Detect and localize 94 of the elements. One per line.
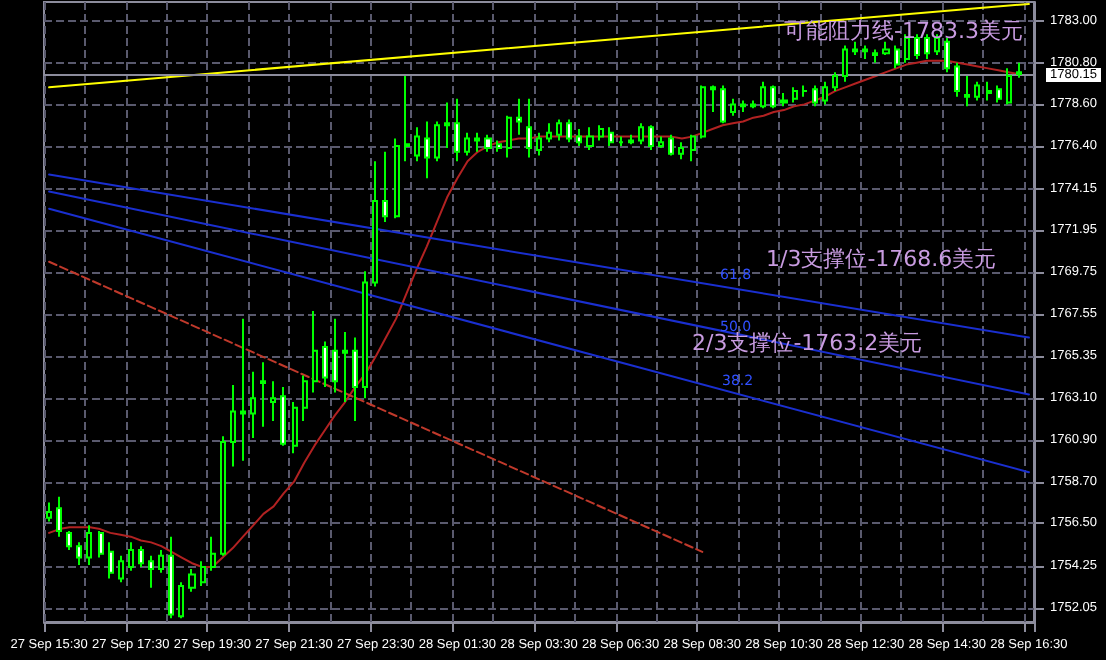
candlestick (434, 120, 440, 163)
candlestick (474, 131, 480, 153)
candlestick (516, 97, 522, 136)
candlestick (352, 336, 358, 423)
candlestick (658, 135, 664, 149)
candlestick (944, 37, 950, 74)
candlestick (464, 131, 470, 157)
line-series (48, 59, 1020, 569)
candlestick (158, 548, 164, 574)
candlestick (730, 97, 736, 117)
candlestick (496, 139, 502, 153)
candlestick (678, 141, 684, 161)
candlestick (690, 133, 696, 163)
candlestick (648, 124, 654, 151)
candlestick (394, 137, 400, 220)
candlestick (598, 124, 604, 142)
candlestick (882, 40, 890, 57)
candlestick (536, 131, 542, 157)
candlestick (484, 133, 492, 153)
candlestick (556, 118, 562, 142)
candlestick (546, 122, 552, 144)
candlestick (974, 80, 980, 102)
candlestick (872, 48, 878, 64)
candlestick (822, 80, 828, 106)
candlestick (168, 535, 174, 620)
candlestick (332, 317, 338, 394)
candlestick (862, 44, 868, 60)
candlestick (46, 501, 52, 523)
candlestick (322, 340, 328, 388)
candlestick (526, 97, 532, 159)
candlestick (506, 114, 512, 159)
candlestick (118, 554, 124, 584)
candlestick (710, 84, 716, 113)
candlestick (894, 44, 900, 70)
candlestick (986, 80, 992, 102)
candlestick (802, 84, 808, 98)
candlestick (566, 118, 572, 144)
candlestick (1016, 61, 1022, 79)
candlestick (98, 529, 104, 559)
candlestick (108, 541, 114, 580)
candlestick (56, 495, 62, 538)
candlestick (220, 435, 226, 557)
candlestick (178, 581, 184, 620)
candlestick (210, 535, 216, 572)
candlestick (76, 541, 82, 567)
candlestick (638, 122, 644, 146)
candlestick (312, 310, 318, 394)
candlestick (812, 84, 818, 108)
candlestick (188, 567, 196, 593)
annotation: 可能阻力线-1783.3美元 (784, 18, 1023, 44)
candlestick (842, 44, 848, 83)
candlestick (372, 160, 378, 288)
candlestick (270, 380, 276, 423)
candlestick (832, 71, 838, 93)
candlestick (668, 133, 674, 157)
candlestick (760, 80, 766, 110)
candlestick (792, 86, 798, 104)
candlestick (1006, 67, 1012, 106)
candlestick (240, 317, 246, 462)
candlestick (780, 92, 788, 108)
candlestick (250, 370, 256, 440)
candlestick (770, 84, 776, 110)
candlestick (200, 560, 206, 587)
candlestick (608, 126, 614, 148)
candlestick (148, 554, 154, 589)
candlestick (750, 99, 756, 110)
candlestick (576, 128, 582, 148)
candlestick (362, 270, 368, 400)
candlestick (700, 84, 706, 140)
candlestick (720, 84, 726, 125)
annotation: 1/3支撑位-1768.6美元 (766, 246, 997, 272)
candlestick (382, 150, 388, 223)
candlestick (128, 541, 134, 572)
candlestick (342, 330, 348, 404)
candlestick (444, 101, 450, 149)
candlestick (292, 401, 298, 455)
candlestick (954, 61, 960, 98)
candlestick (138, 545, 144, 569)
candlestick (996, 84, 1002, 104)
candlestick (628, 133, 634, 146)
candlestick (852, 40, 858, 57)
candlestick (414, 126, 420, 163)
candlestick (424, 120, 430, 180)
candlestick (454, 97, 460, 163)
candlestick (280, 385, 286, 447)
candlestick (66, 529, 72, 551)
candlestick (964, 74, 970, 108)
candlestick (586, 126, 594, 151)
candlestick (230, 384, 236, 468)
candlestick (404, 74, 410, 163)
candlestick (260, 361, 266, 428)
candlestick (86, 524, 92, 567)
candlestick (740, 99, 746, 113)
candlestick (302, 374, 308, 423)
